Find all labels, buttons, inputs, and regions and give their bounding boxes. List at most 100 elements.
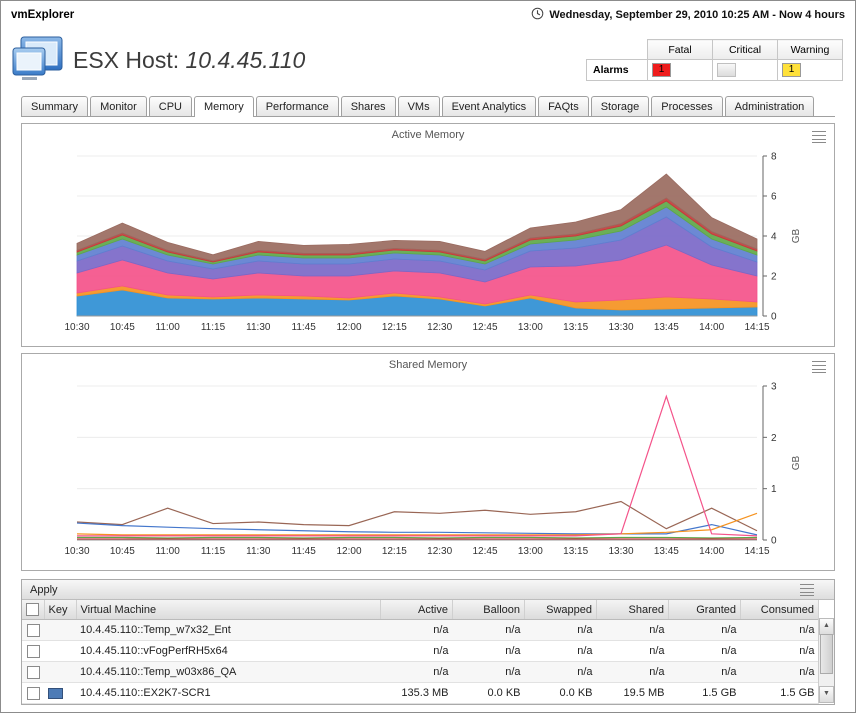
tab-shares[interactable]: Shares bbox=[340, 96, 396, 116]
series-key-swatch bbox=[48, 687, 63, 699]
table-row[interactable]: 10.4.45.110::EX2K7-SCR1 135.3 MB 0.0 KB 0.0… bbox=[22, 682, 819, 704]
metric-cell: n/a bbox=[452, 640, 525, 662]
column-header-shared[interactable]: Shared bbox=[596, 600, 669, 620]
clock-icon bbox=[531, 7, 544, 23]
tab-cpu[interactable]: CPU bbox=[148, 96, 192, 116]
tab-processes[interactable]: Processes bbox=[651, 96, 723, 116]
svg-text:GB: GB bbox=[791, 455, 802, 470]
svg-text:GB: GB bbox=[791, 228, 802, 243]
shared-memory-chart-panel: Shared Memory 0 1 2 3 GB 10:30 10:45 11:00 11:15… bbox=[21, 353, 835, 571]
row-checkbox[interactable] bbox=[26, 644, 40, 658]
chart-menu-icon[interactable] bbox=[812, 361, 826, 373]
key-cell bbox=[44, 682, 76, 704]
alarms-col-fatal: Fatal bbox=[647, 39, 713, 60]
column-header-key[interactable]: Key bbox=[44, 600, 77, 620]
apply-bar: Apply bbox=[22, 580, 834, 600]
svg-text:10:30: 10:30 bbox=[64, 546, 89, 557]
scroll-down-button[interactable]: ▼ bbox=[819, 686, 834, 703]
column-header-active[interactable]: Active bbox=[380, 600, 453, 620]
shared-memory-chart: 0 1 2 3 GB 10:30 10:45 11:00 11:15 11:30 11:45 12:0… bbox=[64, 382, 802, 558]
warning-alarm-count[interactable]: 1 bbox=[782, 63, 801, 77]
svg-text:4: 4 bbox=[771, 232, 777, 243]
active-memory-chart-panel: Active Memory 0 2 4 6 8 GB 10:30 10:45 11:00 11:1… bbox=[21, 123, 835, 347]
tab-performance[interactable]: Performance bbox=[255, 96, 339, 116]
metric-cell: n/a bbox=[380, 619, 453, 641]
svg-text:13:00: 13:00 bbox=[518, 546, 543, 557]
metric-cell: 1.5 GB bbox=[740, 682, 819, 704]
top-bar: vmExplorer Wednesday, September 29, 2010… bbox=[1, 1, 855, 29]
svg-text:14:15: 14:15 bbox=[744, 322, 769, 333]
svg-text:0: 0 bbox=[771, 312, 777, 323]
svg-text:12:00: 12:00 bbox=[336, 546, 361, 557]
vm-table-body: 10.4.45.110::Temp_w7x32_Ent n/a n/a n/a n/a n… bbox=[22, 619, 819, 704]
metric-cell: n/a bbox=[668, 661, 741, 683]
svg-text:12:00: 12:00 bbox=[336, 322, 361, 333]
tab-event-analytics[interactable]: Event Analytics bbox=[441, 96, 537, 116]
tab-storage[interactable]: Storage bbox=[590, 96, 650, 116]
svg-text:11:45: 11:45 bbox=[292, 322, 317, 333]
svg-text:10:45: 10:45 bbox=[110, 546, 135, 557]
page-header: ESX Host: 10.4.45.110 Fatal Critical War… bbox=[1, 29, 855, 91]
table-menu-icon[interactable] bbox=[800, 584, 814, 596]
row-checkbox[interactable] bbox=[26, 623, 40, 637]
svg-text:13:15: 13:15 bbox=[563, 546, 588, 557]
scrollbar-thumb[interactable] bbox=[820, 634, 833, 674]
row-checkbox[interactable] bbox=[26, 665, 40, 679]
vm-name-cell: 10.4.45.110::Temp_w03x86_QA bbox=[76, 661, 381, 683]
svg-text:13:45: 13:45 bbox=[654, 546, 679, 557]
table-scrollbar[interactable]: ▲ ▼ bbox=[818, 618, 834, 703]
fatal-alarm-count[interactable]: 1 bbox=[652, 63, 671, 77]
metric-cell: 0.0 KB bbox=[524, 682, 597, 704]
svg-text:2: 2 bbox=[771, 433, 777, 444]
metric-cell: n/a bbox=[668, 619, 741, 641]
shared-memory-chart-title: Shared Memory bbox=[388, 359, 468, 371]
svg-text:12:15: 12:15 bbox=[382, 546, 407, 557]
tab-summary[interactable]: Summary bbox=[21, 96, 89, 116]
esx-host-icon bbox=[11, 35, 67, 86]
scroll-up-button[interactable]: ▲ bbox=[819, 618, 834, 635]
svg-text:14:00: 14:00 bbox=[699, 322, 724, 333]
column-header-swapped[interactable]: Swapped bbox=[524, 600, 597, 620]
chart-menu-icon[interactable] bbox=[812, 131, 826, 143]
page-title: ESX Host: 10.4.45.110 bbox=[73, 47, 305, 74]
time-range-control[interactable]: Wednesday, September 29, 2010 10:25 AM -… bbox=[531, 7, 845, 23]
svg-text:14:00: 14:00 bbox=[699, 546, 724, 557]
alarms-summary: Fatal Critical Warning Alarms 1 1 bbox=[586, 39, 843, 81]
svg-text:1: 1 bbox=[771, 484, 777, 495]
svg-text:3: 3 bbox=[771, 382, 777, 393]
svg-text:11:30: 11:30 bbox=[246, 322, 271, 333]
svg-text:10:30: 10:30 bbox=[64, 322, 89, 333]
vm-metrics-table: Key Virtual Machine Active Balloon Swapp… bbox=[22, 600, 819, 704]
alarms-label: Alarms bbox=[586, 59, 648, 81]
svg-text:13:00: 13:00 bbox=[518, 322, 543, 333]
apply-button[interactable]: Apply bbox=[30, 583, 58, 596]
svg-text:11:30: 11:30 bbox=[246, 546, 271, 557]
column-header-virtual-machine[interactable]: Virtual Machine bbox=[76, 600, 381, 620]
metric-cell: n/a bbox=[668, 640, 741, 662]
svg-text:10:45: 10:45 bbox=[110, 322, 135, 333]
tab-administration[interactable]: Administration bbox=[724, 96, 815, 116]
row-checkbox[interactable] bbox=[26, 686, 40, 700]
svg-text:11:00: 11:00 bbox=[156, 546, 181, 557]
table-row[interactable]: 10.4.45.110::vFogPerfRH5x64 n/a n/a n/a n/a n… bbox=[22, 640, 819, 662]
column-header-consumed[interactable]: Consumed bbox=[740, 600, 819, 620]
tab-monitor[interactable]: Monitor bbox=[90, 96, 147, 116]
svg-text:13:45: 13:45 bbox=[654, 322, 679, 333]
tab-vms[interactable]: VMs bbox=[397, 96, 440, 116]
svg-text:0: 0 bbox=[771, 536, 777, 547]
time-range-label: Wednesday, September 29, 2010 10:25 AM -… bbox=[549, 9, 845, 21]
metric-cell: n/a bbox=[524, 619, 597, 641]
select-all-checkbox[interactable] bbox=[26, 603, 40, 616]
table-row[interactable]: 10.4.45.110::Temp_w03x86_QA n/a n/a n/a n/a n… bbox=[22, 661, 819, 683]
tab-faqts[interactable]: FAQts bbox=[538, 96, 589, 116]
svg-text:13:30: 13:30 bbox=[608, 322, 633, 333]
column-header-granted[interactable]: Granted bbox=[668, 600, 741, 620]
critical-alarm-count[interactable] bbox=[717, 63, 736, 77]
tab-memory[interactable]: Memory bbox=[193, 96, 254, 117]
svg-text:2: 2 bbox=[771, 272, 777, 283]
table-header-row: Key Virtual Machine Active Balloon Swapp… bbox=[22, 600, 819, 620]
column-header-balloon[interactable]: Balloon bbox=[452, 600, 525, 620]
metric-cell: n/a bbox=[452, 661, 525, 683]
table-row[interactable]: 10.4.45.110::Temp_w7x32_Ent n/a n/a n/a n/a n… bbox=[22, 619, 819, 641]
